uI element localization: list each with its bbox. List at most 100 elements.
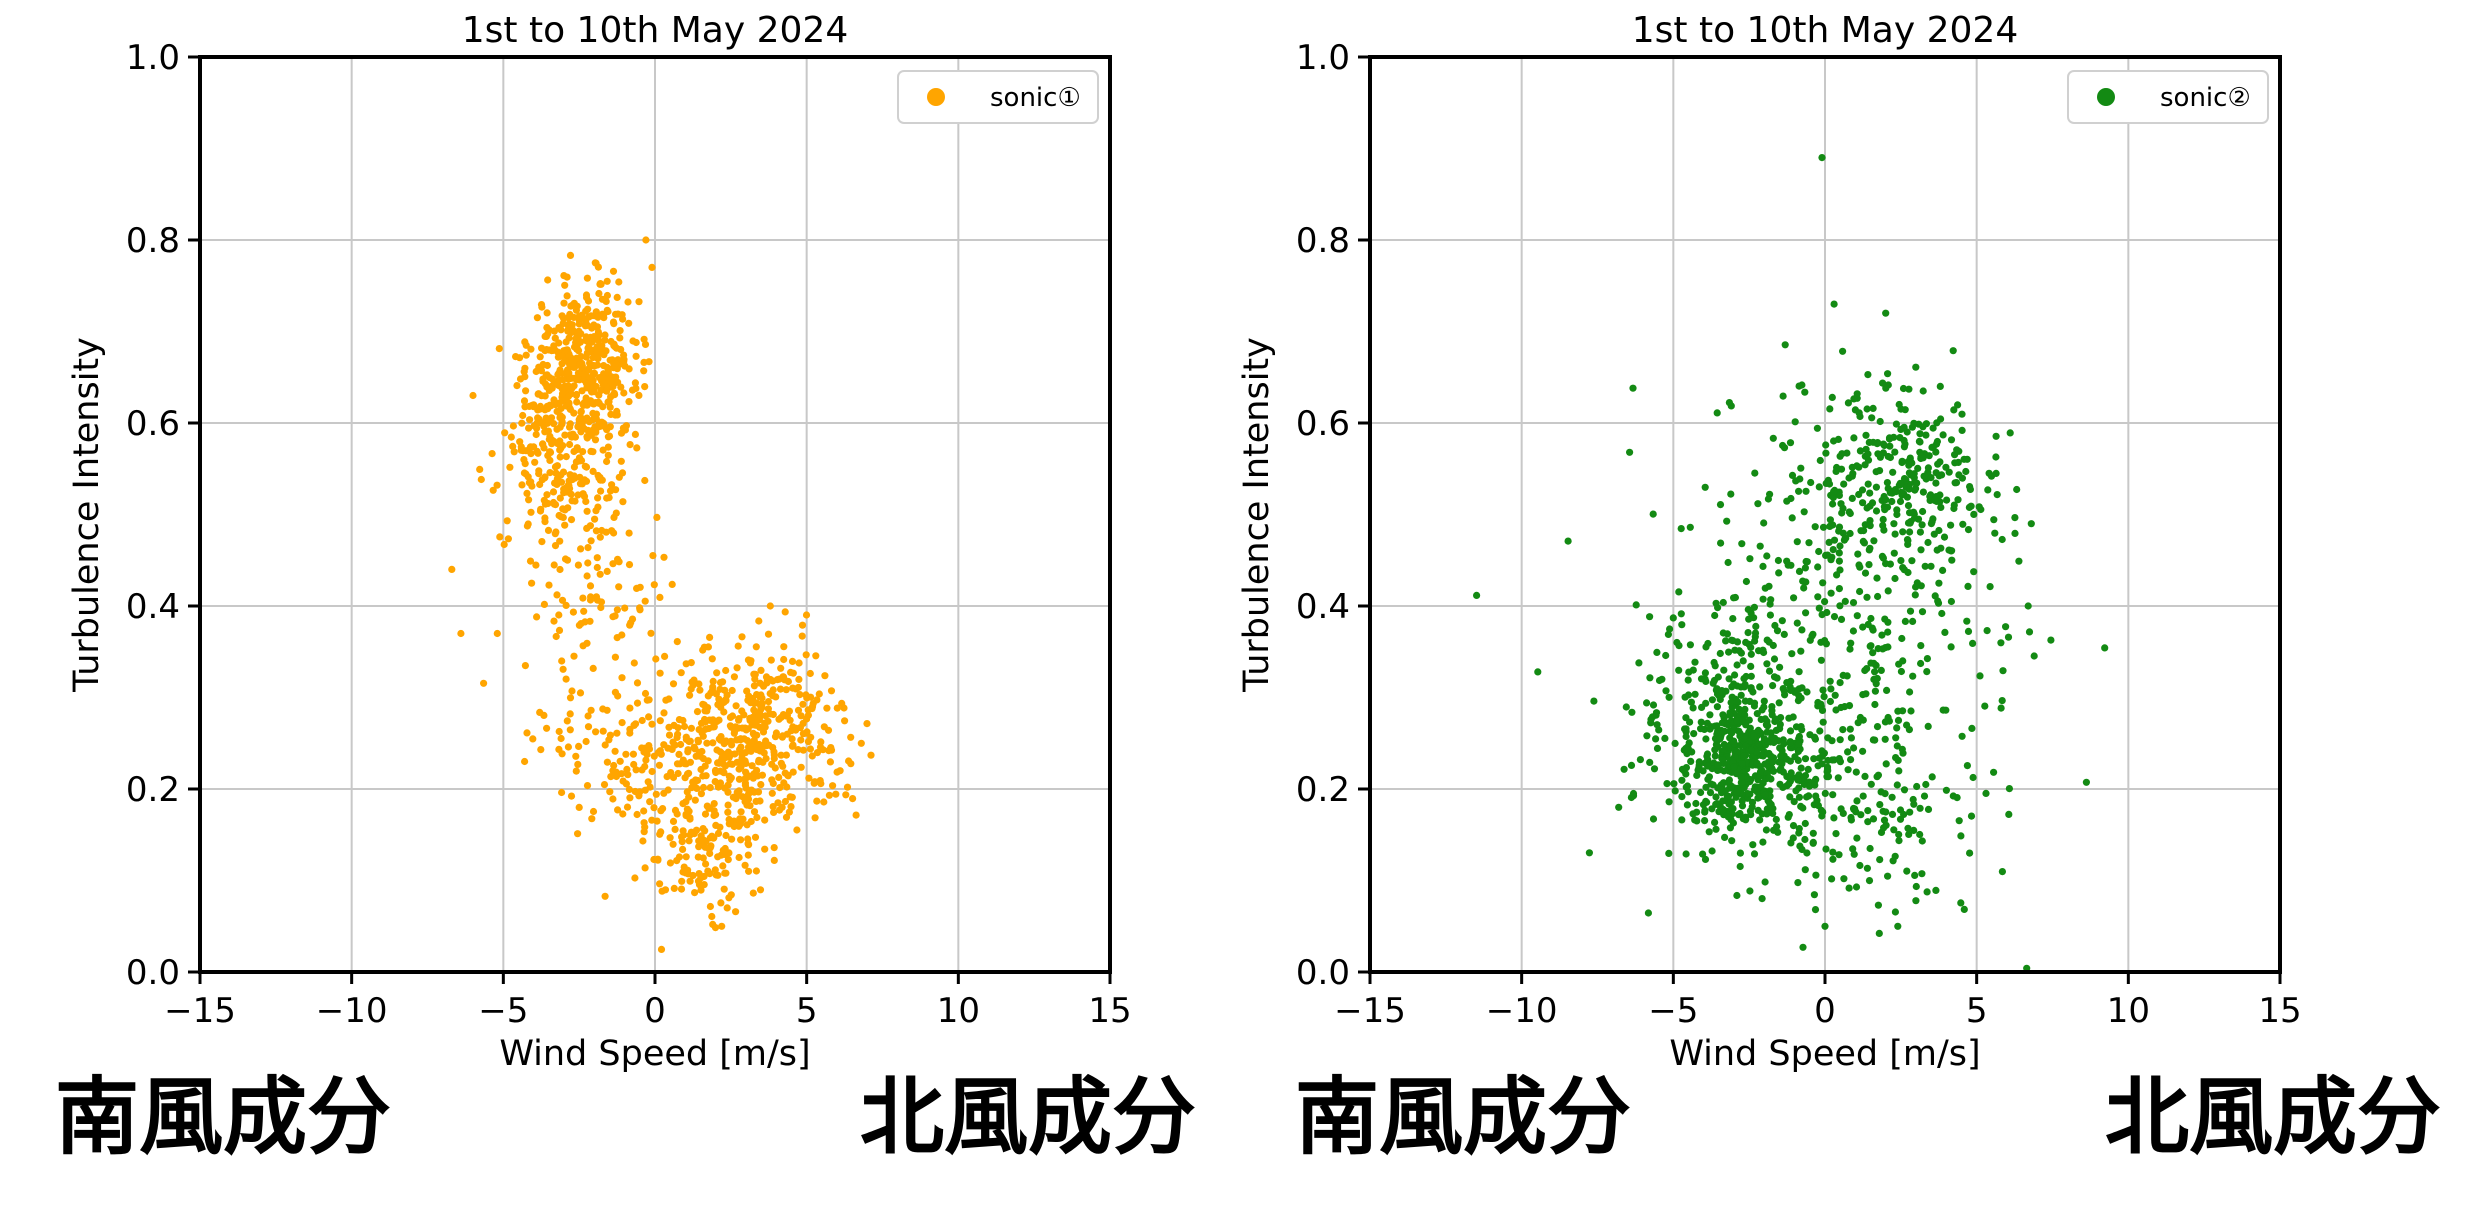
data-point (1822, 441, 1830, 449)
data-point (700, 872, 708, 881)
data-point (1841, 703, 1849, 711)
data-point (786, 793, 794, 801)
data-point (1923, 655, 1931, 663)
data-point (1924, 805, 1933, 814)
data-point (722, 831, 730, 840)
data-point (749, 889, 757, 897)
data-point (1839, 671, 1847, 680)
data-point (629, 750, 638, 758)
data-point (735, 716, 743, 724)
data-point (1884, 452, 1892, 461)
data-point (1932, 479, 1940, 487)
data-point (1787, 839, 1795, 847)
data-point (1904, 502, 1913, 510)
data-point (575, 803, 583, 812)
data-point (1899, 384, 1908, 393)
data-point (780, 643, 788, 651)
data-point (527, 508, 535, 516)
data-point (556, 399, 564, 407)
data-point (1678, 793, 1686, 801)
data-point (521, 662, 530, 670)
data-point (1747, 672, 1755, 680)
data-point (1853, 462, 1861, 470)
data-point (1834, 435, 1842, 443)
data-point (638, 766, 646, 774)
data-point (735, 775, 744, 783)
data-point (581, 476, 589, 484)
data-point (794, 706, 803, 714)
left-north-wind-caption: 北風成分 (860, 1068, 1197, 1166)
data-point (1670, 780, 1678, 788)
data-point (1866, 517, 1874, 525)
data-point (643, 750, 651, 759)
data-point (1779, 441, 1787, 450)
data-point (1786, 739, 1794, 747)
data-point (1815, 754, 1823, 762)
data-point (606, 788, 614, 796)
data-point (599, 705, 607, 713)
chart-title: 1st to 10th May 2024 (1632, 10, 2018, 51)
data-point (607, 410, 615, 418)
data-point (1888, 810, 1897, 819)
data-point (764, 698, 773, 706)
data-point (749, 774, 757, 782)
data-point (583, 507, 591, 515)
data-point (584, 559, 592, 567)
data-point (601, 336, 609, 344)
data-point (541, 428, 549, 436)
data-point (1750, 850, 1759, 858)
data-point (1702, 783, 1710, 791)
data-point (476, 465, 484, 473)
data-point (673, 760, 682, 768)
data-point (750, 737, 758, 745)
data-point (2025, 628, 2034, 636)
data-point (1739, 657, 1747, 665)
data-point (1835, 523, 1844, 531)
data-point (619, 315, 627, 323)
data-point (1695, 758, 1703, 766)
data-point (719, 862, 727, 870)
data-point (728, 712, 737, 720)
data-point (1891, 574, 1899, 583)
data-point (1908, 423, 1916, 431)
data-point (1786, 439, 1795, 447)
data-point (1775, 758, 1783, 766)
data-point (699, 825, 707, 833)
data-point (526, 416, 534, 424)
data-point (561, 431, 569, 439)
data-point (1736, 730, 1744, 738)
data-point (566, 694, 575, 702)
data-point (729, 793, 738, 801)
data-point (857, 739, 865, 747)
data-point (563, 273, 571, 281)
data-point (691, 796, 699, 804)
data-point (747, 817, 755, 826)
data-point (1919, 488, 1927, 496)
data-point (1747, 643, 1755, 652)
data-point (1876, 856, 1884, 864)
data-point (622, 750, 630, 758)
data-point (1852, 883, 1861, 891)
data-point (1703, 752, 1711, 760)
data-point (733, 664, 741, 672)
data-point (612, 359, 620, 368)
data-point (1738, 797, 1746, 805)
data-point (724, 801, 732, 809)
data-point (1846, 509, 1854, 518)
data-point (525, 424, 533, 432)
data-point (1922, 431, 1930, 439)
data-point (1830, 536, 1839, 544)
data-point (798, 632, 806, 640)
data-point (664, 786, 672, 794)
data-point (579, 594, 587, 602)
data-point (578, 387, 586, 395)
data-point (1769, 758, 1777, 766)
data-point (1776, 663, 1784, 671)
data-point (611, 612, 619, 620)
data-point (652, 790, 660, 798)
data-point (1713, 409, 1721, 417)
data-point (1747, 811, 1755, 819)
data-point (1922, 420, 1930, 428)
data-point (1998, 535, 2006, 544)
data-point (1719, 711, 1727, 719)
